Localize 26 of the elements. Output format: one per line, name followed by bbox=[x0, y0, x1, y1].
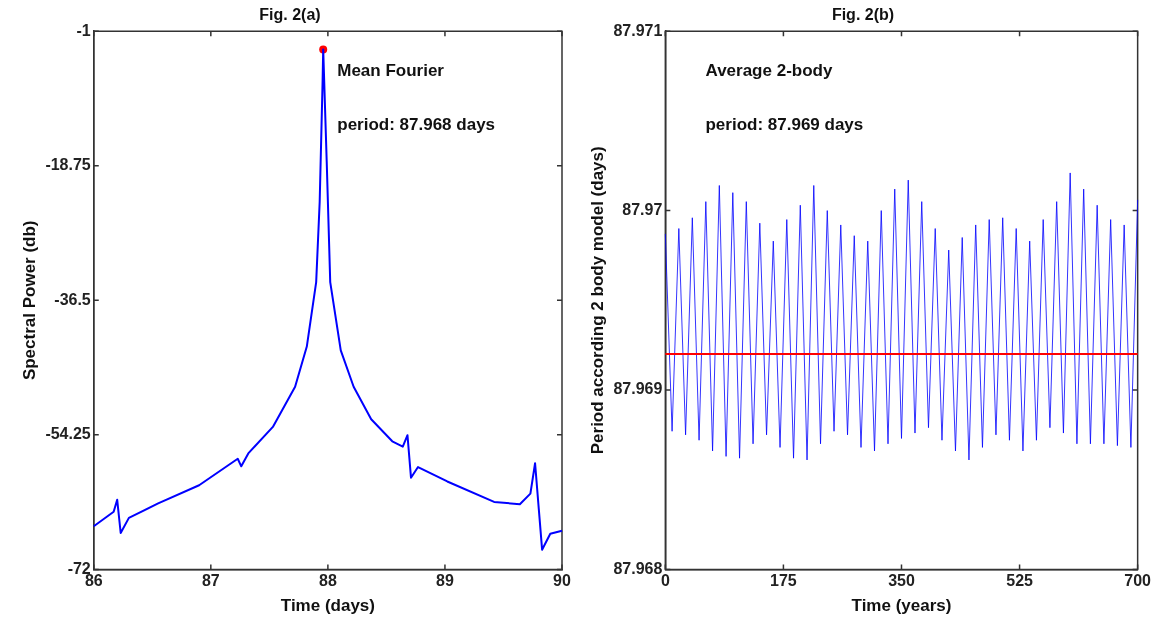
x-tick-label: 175 bbox=[770, 572, 797, 590]
chart-title: Fig. 2(a) bbox=[259, 6, 321, 24]
x-tick-label: 525 bbox=[1006, 572, 1034, 590]
x-axis-title: Time (years) bbox=[851, 596, 952, 616]
x-tick-label: 350 bbox=[888, 572, 915, 590]
y-tick-label: -18.75 bbox=[45, 156, 91, 174]
y-tick-label: -54.25 bbox=[45, 425, 91, 443]
x-tick-label: 700 bbox=[1124, 572, 1152, 590]
x-tick-label: 87 bbox=[201, 572, 220, 590]
x-tick-label: 90 bbox=[553, 572, 571, 590]
annotation: Average 2-body bbox=[705, 60, 833, 80]
y-tick-label: -36.5 bbox=[54, 290, 91, 308]
y-tick-label: 87.97 bbox=[622, 201, 663, 219]
y-tick-label: 87.971 bbox=[613, 21, 663, 39]
annotation: Mean Fourier bbox=[337, 60, 445, 80]
chart-title: Fig. 2(b) bbox=[831, 6, 895, 24]
y-tick-label: 87.969 bbox=[613, 380, 663, 398]
annotation: period: 87.969 days bbox=[705, 114, 864, 134]
x-tick-label: 88 bbox=[318, 572, 337, 590]
x-tick-label: 89 bbox=[436, 572, 454, 590]
x-axis-title: Time (days) bbox=[280, 596, 375, 616]
y-tick-label: 87.968 bbox=[613, 559, 663, 577]
y-tick-label: -1 bbox=[76, 21, 91, 39]
y-axis-title: Spectral Power (db) bbox=[19, 220, 39, 381]
annotation: period: 87.968 days bbox=[337, 114, 496, 134]
y-axis-title: Period according 2 body model (days) bbox=[587, 146, 607, 455]
